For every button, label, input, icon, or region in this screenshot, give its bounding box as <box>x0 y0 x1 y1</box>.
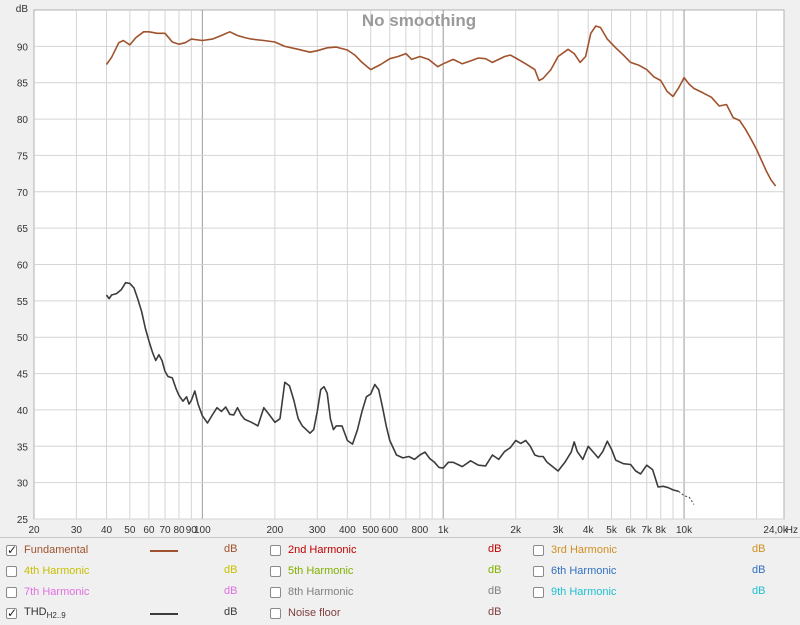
legend-label-8th-harmonic: 8th Harmonic <box>288 586 354 598</box>
legend-item-2nd-harmonic[interactable]: 2nd Harmonic <box>270 540 356 560</box>
x-tick-label: 10k <box>676 525 693 536</box>
7th-harmonic-unit: dB <box>224 585 238 597</box>
legend-item-3rd-harmonic[interactable]: 3rd Harmonic <box>533 540 617 560</box>
x-tick-label: 300 <box>309 525 326 536</box>
fundamental-swatch <box>150 550 178 552</box>
noise-floor-checkbox[interactable] <box>270 607 281 619</box>
x-tick-label: 2k <box>510 525 522 536</box>
frequency-response-chart: 25 30 35 40 45 50 55 60 65 70 75 80 85 90 20 30 40 50 60 70… <box>16 4 798 536</box>
legend-item-6th-harmonic[interactable]: 6th Harmonic <box>533 561 616 581</box>
x-tick-label: 20 <box>28 525 40 536</box>
legend-label-9th-harmonic: 9th Harmonic <box>551 586 617 598</box>
x-tick-label: 100 <box>194 525 211 536</box>
legend-item-8th-harmonic[interactable]: 8th Harmonic <box>270 582 353 602</box>
x-tick-label: 5k <box>606 525 618 536</box>
y-tick-label: 45 <box>17 370 29 381</box>
legend-item-5th-harmonic[interactable]: 5th Harmonic <box>270 561 353 581</box>
x-tick-label: 400 <box>339 525 356 536</box>
2nd-harmonic-checkbox[interactable] <box>270 544 281 556</box>
x-tick-label: 70 <box>159 525 171 536</box>
fundamental-unit: dB <box>224 543 238 555</box>
x-tick-label: 24,0k <box>763 525 788 536</box>
legend-label-7th-harmonic: 7th Harmonic <box>24 586 90 598</box>
series-line-0 <box>105 25 777 187</box>
y-tick-label: 85 <box>17 79 29 90</box>
y-tick-label: 80 <box>17 115 29 126</box>
legend-label-4th-harmonic: 4th Harmonic <box>24 565 90 577</box>
legend-item-thd[interactable]: THDH2..9 <box>6 603 66 623</box>
4th-harmonic-unit: dB <box>224 564 238 576</box>
9th-harmonic-checkbox[interactable] <box>533 586 544 598</box>
9th-harmonic-unit: dB <box>752 585 766 597</box>
chart-title: No smoothing <box>362 11 476 30</box>
6th-harmonic-checkbox[interactable] <box>533 565 544 577</box>
y-tick-label: 55 <box>17 297 29 308</box>
legend-panel: Fundamental dB 2nd Harmonic dB 3rd Harmo… <box>0 537 800 625</box>
2nd-harmonic-unit: dB <box>488 543 502 555</box>
legend-item-9th-harmonic[interactable]: 9th Harmonic <box>533 582 616 602</box>
series-line-1 <box>105 281 679 493</box>
thd-label-main: THD <box>24 606 47 618</box>
chart-area: 25 30 35 40 45 50 55 60 65 70 75 80 85 90 20 30 40 50 60 70… <box>15 4 798 536</box>
y-tick-label: 75 <box>17 151 29 162</box>
3rd-harmonic-checkbox[interactable] <box>533 544 544 556</box>
5th-harmonic-checkbox[interactable] <box>270 565 281 577</box>
y-tick-label: 30 <box>17 479 29 490</box>
legend-label-2nd-harmonic: 2nd Harmonic <box>288 544 357 556</box>
thd-unit: dB <box>224 606 238 618</box>
x-axis-label: Hz <box>786 525 798 536</box>
y-tick-label: 90 <box>17 42 29 53</box>
y-tick-label: 50 <box>17 333 29 344</box>
4th-harmonic-checkbox[interactable] <box>6 565 17 577</box>
series-line-2 <box>678 491 695 505</box>
legend-label-5th-harmonic: 5th Harmonic <box>288 565 354 577</box>
y-tick-label: 25 <box>17 515 29 526</box>
thd-label-sub: H2..9 <box>46 611 66 620</box>
legend-item-7th-harmonic[interactable]: 7th Harmonic <box>6 582 89 602</box>
5th-harmonic-unit: dB <box>488 564 502 576</box>
x-tick-label: 8k <box>655 525 667 536</box>
x-tick-label: 30 <box>71 525 83 536</box>
x-tick-label: 3k <box>553 525 565 536</box>
x-tick-label: 60 <box>143 525 155 536</box>
6th-harmonic-unit: dB <box>752 564 766 576</box>
x-tick-label: 500 <box>362 525 379 536</box>
8th-harmonic-checkbox[interactable] <box>270 586 281 598</box>
thd-checkbox[interactable] <box>6 606 17 620</box>
noise-floor-unit: dB <box>488 606 502 618</box>
x-tick-label: 90 <box>186 525 198 536</box>
x-tick-label: 1k <box>438 525 450 536</box>
legend-label-3rd-harmonic: 3rd Harmonic <box>551 544 618 556</box>
y-tick-label: 60 <box>17 261 29 272</box>
legend-item-noise-floor[interactable]: Noise floor <box>270 603 341 623</box>
x-tick-label: 7k <box>641 525 653 536</box>
legend-label-noise-floor: Noise floor <box>288 607 341 619</box>
y-tick-label: 40 <box>17 406 29 417</box>
x-tick-label: 50 <box>124 525 136 536</box>
legend-label-fundamental: Fundamental <box>24 544 89 556</box>
x-tick-label: 600 <box>381 525 398 536</box>
thd-swatch <box>150 613 178 615</box>
y-tick-label: 35 <box>17 442 29 453</box>
x-tick-label: 80 <box>173 525 185 536</box>
x-tick-label: 40 <box>101 525 113 536</box>
8th-harmonic-unit: dB <box>488 585 502 597</box>
y-tick-label: 65 <box>17 224 29 235</box>
y-axis-label: dB <box>16 4 29 15</box>
x-tick-label: 4k <box>583 525 595 536</box>
x-tick-label: 6k <box>625 525 637 536</box>
x-tick-label: 800 <box>412 525 429 536</box>
legend-label-6th-harmonic: 6th Harmonic <box>551 565 617 577</box>
legend-item-4th-harmonic[interactable]: 4th Harmonic <box>6 561 89 581</box>
7th-harmonic-checkbox[interactable] <box>6 586 17 598</box>
fundamental-checkbox[interactable] <box>6 543 17 557</box>
legend-item-fundamental[interactable]: Fundamental <box>6 540 88 560</box>
x-tick-label: 200 <box>267 525 284 536</box>
legend-label-thd: THDH2..9 <box>24 606 66 620</box>
3rd-harmonic-unit: dB <box>752 543 766 555</box>
y-tick-label: 70 <box>17 188 29 199</box>
